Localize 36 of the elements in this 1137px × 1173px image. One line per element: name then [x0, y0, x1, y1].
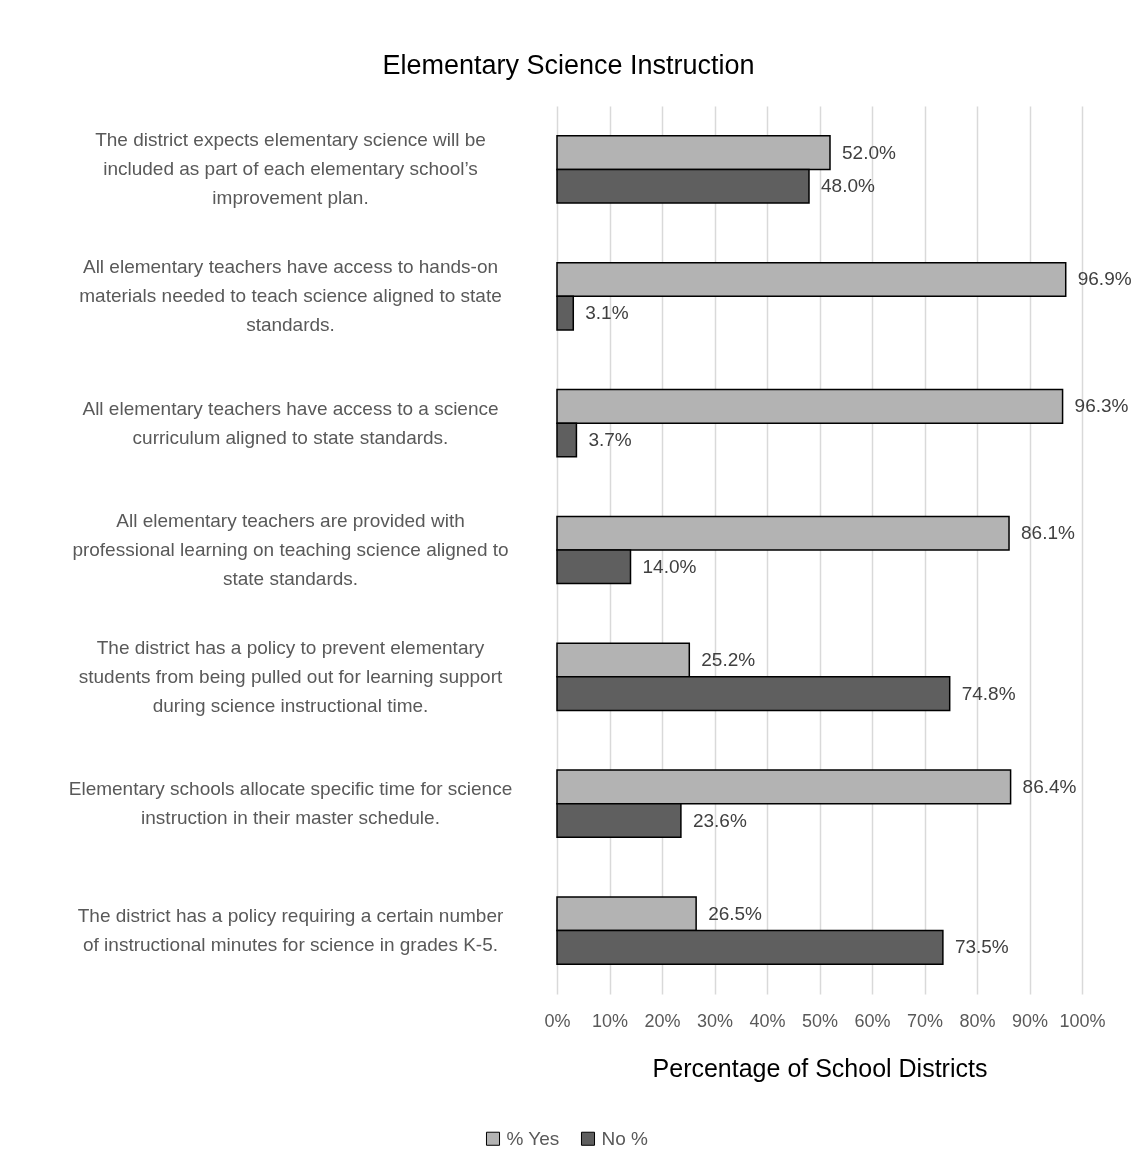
- y-tick-label: All elementary teachers are provided with professional learning on teaching science aligned to state standards.: [72, 510, 509, 589]
- y-tick-label: All elementary teachers have access to hands-on materials needed to teach science aligned to state standards.: [79, 256, 502, 336]
- x-tick-label: 10%: [591, 1010, 629, 1031]
- data-label: 96.3%: [1074, 395, 1129, 417]
- y-tick-label: The district has a policy to prevent elementary students from being pulled out for learning support during science instructional time.: [78, 636, 503, 716]
- y-tick-label: The district expects elementary science will be included as part of each elementary school’s improvement plan.: [95, 129, 486, 209]
- x-tick-label: 100%: [1059, 1010, 1106, 1031]
- data-label: 86.1%: [1021, 522, 1075, 544]
- data-label: 86.4%: [1022, 775, 1077, 797]
- y-tick-label: All elementary teachers have access to a science curriculum aligned to state standards.: [82, 397, 499, 448]
- y-tick-label: Elementary schools allocate specific time for science instruction in their master schedule.: [68, 778, 513, 829]
- x-tick-label: 80%: [959, 1010, 996, 1031]
- y-tick-label: The district has a policy requiring a certain number of instructional minutes for science in grades K-5.: [77, 905, 504, 956]
- data-label: 74.8%: [961, 682, 1016, 704]
- chart-title: Elementary Science Instruction: [382, 50, 755, 80]
- data-label: 25.2%: [701, 649, 756, 671]
- x-tick-label: 60%: [854, 1010, 891, 1031]
- data-label: 26.5%: [708, 902, 763, 924]
- x-tick-label: 90%: [1011, 1010, 1049, 1031]
- data-label: 52.0%: [842, 141, 896, 163]
- data-label: 73.5%: [954, 936, 1009, 958]
- data-label: 96.9%: [1077, 268, 1132, 290]
- legend-label: % Yes: [506, 1127, 560, 1149]
- x-tick-label: 20%: [644, 1010, 681, 1031]
- legend-label: No %: [601, 1127, 649, 1149]
- x-tick-label: 50%: [801, 1010, 839, 1031]
- data-label: 48.0%: [821, 175, 875, 197]
- x-tick-label: 0%: [544, 1010, 571, 1031]
- data-label: 3.7%: [588, 428, 632, 450]
- x-axis-title: Percentage of School Districts: [652, 1053, 988, 1082]
- data-label: 23.6%: [692, 809, 747, 831]
- data-label: 3.1%: [585, 302, 629, 324]
- x-tick-label: 70%: [906, 1010, 944, 1031]
- x-tick-label: 30%: [696, 1010, 734, 1031]
- data-label: 14.0%: [642, 555, 697, 577]
- x-tick-label: 40%: [749, 1010, 786, 1031]
